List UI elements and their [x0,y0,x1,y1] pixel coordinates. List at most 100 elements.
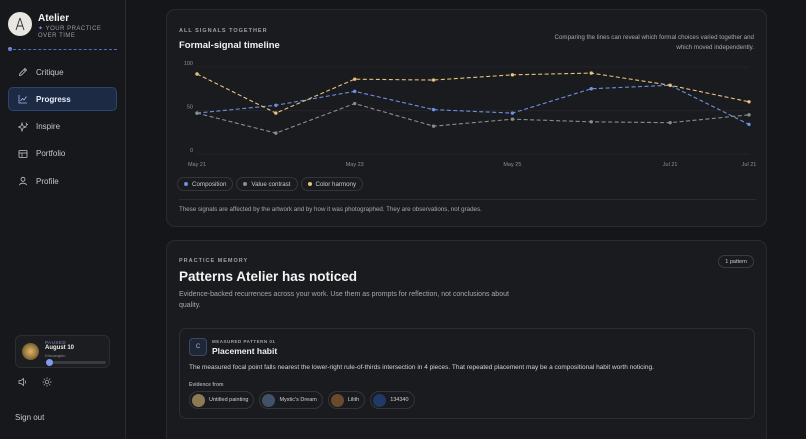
nav-label: Profile [36,176,59,186]
legend-value-contrast[interactable]: Value contrast [236,177,298,191]
legend-dot [307,182,312,186]
nav-item-progress[interactable]: Progress [8,87,117,112]
data-point [668,83,672,87]
data-point [589,120,593,124]
atelier-logo-icon [8,12,32,36]
composition-icon: C [189,338,207,356]
sun-icon [42,377,52,387]
data-point [195,111,199,115]
timeline-eyebrow: ALL SIGNALS TOGETHER [179,28,268,34]
data-point [274,131,278,135]
artwork-thumbnail [373,393,387,407]
data-point [195,72,199,76]
timeline-note: These signals are affected by the artwor… [179,206,482,213]
memory-eyebrow: PRACTICE MEMORY [179,258,249,264]
y-tick-label: 100 [184,61,193,67]
data-point [431,107,436,112]
track-scrubber-handle[interactable] [46,359,53,366]
app-name: Atelier [38,13,70,24]
sign-out-link[interactable]: Sign out [15,413,45,422]
evidence-chip[interactable]: Mystic's Dream [259,391,323,409]
data-point [353,101,357,106]
series-line [196,72,750,114]
evidence-chip[interactable]: Lilith [327,391,366,409]
x-tick-label: Jul 21 [663,162,678,168]
timeline-description: Comparing the lines can reveal which for… [554,34,754,51]
artwork-thumbnail [262,393,276,407]
track-artist: Khruangbin [45,353,66,358]
track-title: August 10 [45,345,75,351]
sparkles-icon [18,121,28,132]
pattern-title: Placement habit [212,346,278,356]
x-tick-label: May 25 [503,162,521,168]
x-tick-label: Jul 21 [742,162,757,168]
divider [179,199,756,200]
x-tick-label: May 21 [188,162,206,168]
app-tagline: ✦ YOUR PRACTICE OVER TIME [38,26,102,39]
practice-memory-card: PRACTICE MEMORY Patterns Atelier has not… [166,240,767,439]
data-point [353,77,357,81]
nav-item-portfolio[interactable]: Portfolio [8,142,117,166]
volume-button[interactable] [16,376,30,388]
speaker-icon [18,377,26,387]
data-point [195,111,199,115]
nav-label: Inspire [36,122,61,132]
artwork-thumbnail [192,393,205,407]
evidence-list: Untitled painting Mystic's Dream Lilith … [189,391,415,409]
chart-legend: Composition Value contrast Color harmony [177,177,364,191]
data-point [589,71,593,75]
timeline-card: ALL SIGNALS TOGETHER Formal-signal timel… [166,9,767,227]
legend-color-harmony[interactable]: Color harmony [300,177,364,191]
music-player[interactable]: PAUSED August 10 Khruangbin [15,335,110,368]
nav-item-critique[interactable]: Critique [8,60,117,84]
user-icon [19,177,27,186]
nav-item-inspire[interactable]: Inspire [8,115,117,139]
series-line [196,84,750,125]
trend-chart-icon [18,95,27,104]
pattern-body: The measured focal point falls nearest t… [189,364,654,371]
nav-label: Portfolio [36,149,66,159]
data-point [510,117,515,121]
player-status: PAUSED [45,340,67,345]
evidence-label: Evidence from [189,382,224,388]
track-scrubber[interactable] [46,359,106,366]
data-point [747,100,751,104]
brand[interactable]: Atelier ✦ YOUR PRACTICE OVER TIME [8,12,101,40]
legend-dot [184,182,188,186]
nav-label: Progress [36,94,71,104]
data-point [274,111,278,115]
legend-composition[interactable]: Composition [177,177,234,191]
memory-description: Evidence-backed recurrences across your … [179,291,509,309]
series-line [196,102,750,134]
legend-dot [243,182,248,186]
data-point [353,89,357,94]
portfolio-icon [18,149,28,158]
x-tick-label: May 23 [346,162,364,168]
theme-toggle[interactable] [40,376,54,388]
pattern-card: C MEASURED PATTERN 01 Placement habit Th… [179,328,755,419]
star-icon: ✦ [38,26,44,32]
evidence-chip[interactable]: Untitled painting [189,391,255,409]
y-tick-label: 50 [187,105,193,111]
nav-item-profile[interactable]: Profile [8,169,117,193]
data-point [747,113,751,117]
timeline-title: Formal-signal timeline [179,40,280,51]
pencil-icon [18,67,28,77]
artwork-thumbnail [330,393,344,407]
data-point [431,124,436,128]
memory-title: Patterns Atelier has noticed [179,269,358,284]
data-point [274,103,278,107]
data-point [510,111,515,115]
y-tick-label: 0 [190,148,193,154]
pattern-eyebrow: MEASURED PATTERN 01 [212,339,276,344]
data-point [589,87,593,91]
album-art [22,343,39,360]
nav-label: Critique [36,67,64,77]
pattern-count-badge: 1 pattern [718,255,754,268]
sidebar-divider [8,49,117,50]
evidence-chip[interactable]: 134340 [370,391,415,409]
sidebar: Atelier ✦ YOUR PRACTICE OVER TIME Critiq… [0,0,126,439]
data-point [668,120,672,125]
data-point [747,122,751,127]
data-point [431,78,436,82]
